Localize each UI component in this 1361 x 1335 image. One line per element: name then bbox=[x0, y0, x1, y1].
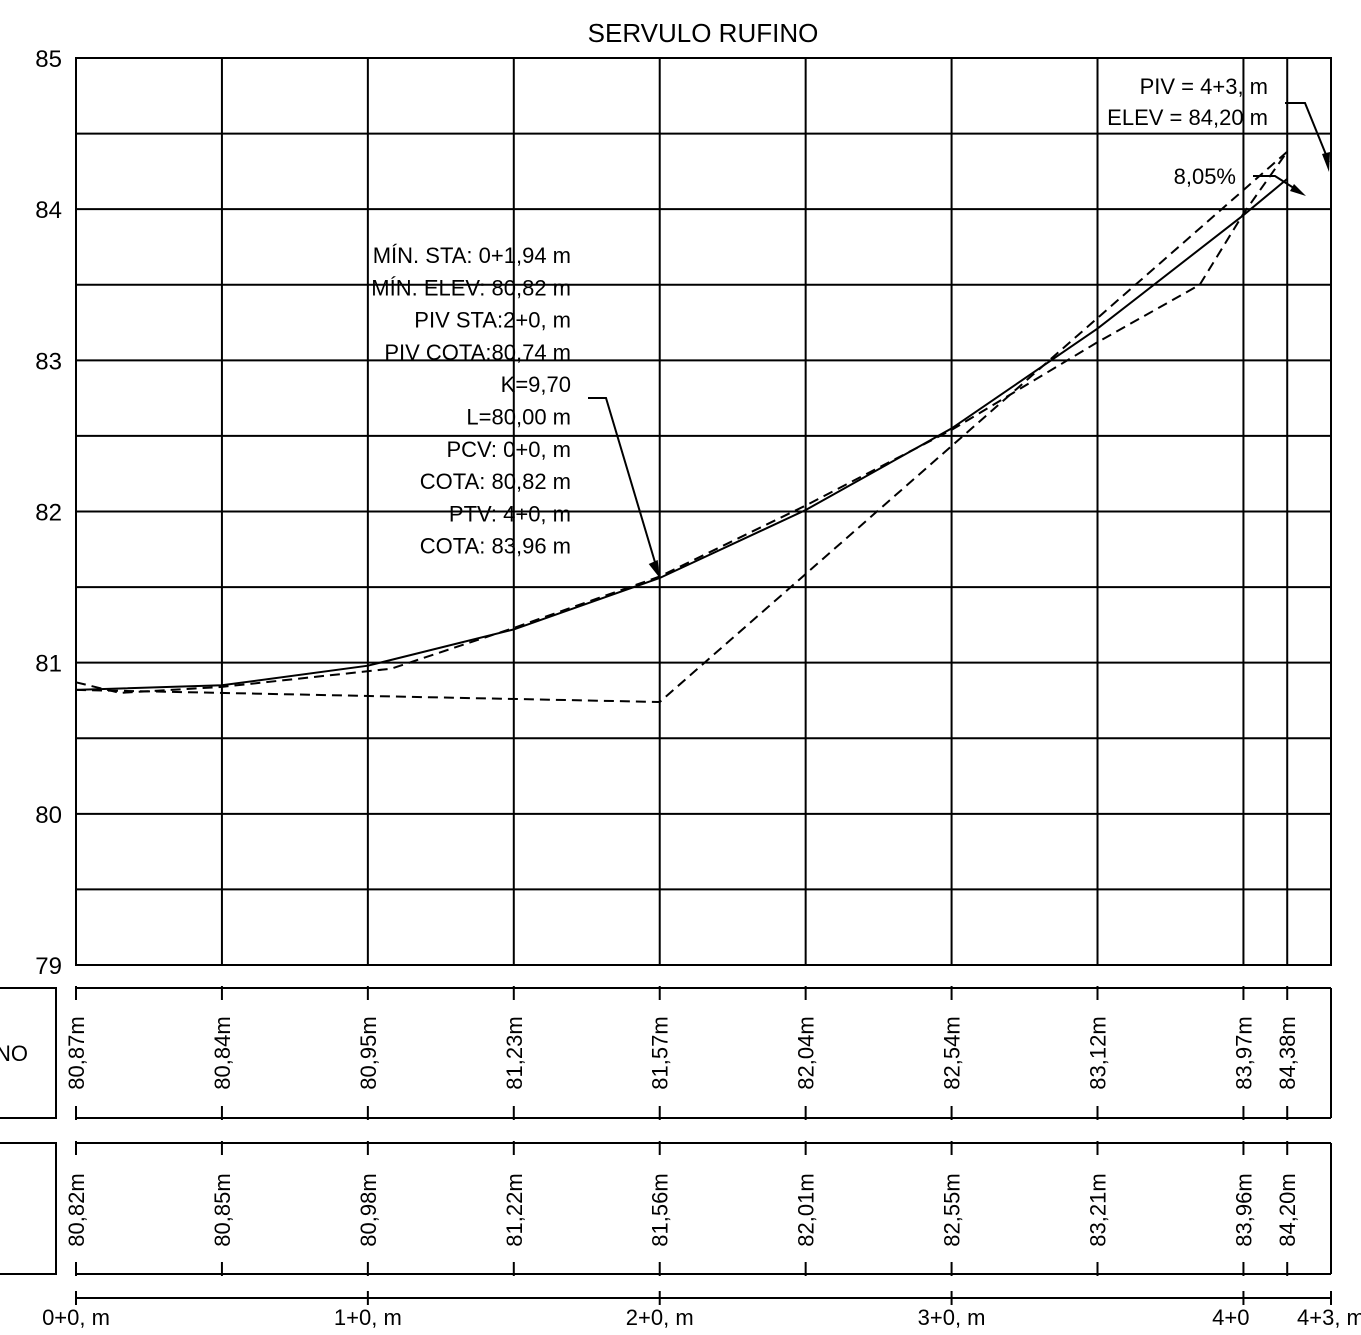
piv-end-annotation: PIV = 4+3, m bbox=[1140, 74, 1268, 99]
slope-label: 8,05% bbox=[1174, 164, 1236, 189]
band-value-label: 84,38m bbox=[1275, 1016, 1300, 1089]
piv-arrow-icon bbox=[1322, 152, 1330, 172]
station-axis: 0+0, m 1+0, m 2+0, m 3+0, m 4+0 4+3, m bbox=[42, 1291, 1361, 1330]
curve-annotation-line: MÍN. STA: 0+1,94 m bbox=[373, 243, 571, 268]
leader-line bbox=[588, 398, 657, 568]
y-axis-ticks: 79 80 81 82 83 84 85 bbox=[35, 46, 62, 980]
chart-title: SERVULO RUFINO bbox=[588, 18, 819, 48]
curve-annotation-line: MÍN. ELEV: 80,82 m bbox=[371, 275, 571, 300]
band-value-label: 81,22m bbox=[502, 1173, 527, 1246]
series-line-1 bbox=[76, 179, 1287, 690]
station-label: 4+0 bbox=[1212, 1305, 1249, 1330]
band-value-label: 83,12m bbox=[1086, 1016, 1111, 1089]
station-label: 2+0, m bbox=[626, 1305, 694, 1330]
band-value-label: 83,97m bbox=[1231, 1016, 1256, 1089]
band-value-label: 83,21m bbox=[1086, 1173, 1111, 1246]
station-label: 3+0, m bbox=[918, 1305, 986, 1330]
station-label: 0+0, m bbox=[42, 1305, 110, 1330]
piv-leader-line bbox=[1285, 103, 1329, 162]
band-value-label: 82,54m bbox=[940, 1016, 965, 1089]
series-group bbox=[76, 152, 1287, 702]
curve-annotation-line: PIV COTA:80,74 m bbox=[384, 340, 571, 365]
band-value-label: 80,84m bbox=[210, 1016, 235, 1089]
band-value-label: 80,82m bbox=[64, 1173, 89, 1246]
curve-annotation-line: L=80,00 m bbox=[466, 405, 571, 430]
curve-annotation-line: PCV: 0+0, m bbox=[446, 437, 571, 462]
curve-annotation-line: COTA: 80,82 m bbox=[420, 469, 571, 494]
y-tick-label: 79 bbox=[35, 953, 62, 980]
curve-annotation-line: PTV: 4+0, m bbox=[449, 501, 571, 526]
band-label-box bbox=[0, 1143, 56, 1274]
piv-end-annotation: ELEV = 84,20 m bbox=[1107, 105, 1268, 130]
grid bbox=[76, 58, 1331, 965]
y-tick-label: 82 bbox=[35, 500, 62, 527]
band-value-label: 80,98m bbox=[356, 1173, 381, 1246]
curve-annotation-line: K=9,70 bbox=[501, 372, 571, 397]
y-tick-label: 81 bbox=[35, 651, 62, 678]
band-value-label: 80,85m bbox=[210, 1173, 235, 1246]
curve-annotation-line: COTA: 83,96 m bbox=[420, 534, 571, 559]
leader-arrow-icon bbox=[649, 560, 660, 578]
series-line-3 bbox=[76, 152, 1287, 702]
band-value-label: 82,04m bbox=[794, 1016, 819, 1089]
y-tick-label: 80 bbox=[35, 802, 62, 829]
band-value-label: 84,20m bbox=[1275, 1173, 1300, 1246]
band-value-label: 81,23m bbox=[502, 1016, 527, 1089]
y-tick-label: 85 bbox=[35, 46, 62, 73]
slope-arrow-icon bbox=[1290, 184, 1306, 196]
y-tick-label: 84 bbox=[35, 197, 62, 224]
station-label: 1+0, m bbox=[334, 1305, 402, 1330]
band-value-label: 81,57m bbox=[648, 1016, 673, 1089]
y-tick-label: 83 bbox=[35, 348, 62, 375]
band-value-label: 80,95m bbox=[356, 1016, 381, 1089]
elevation-band-2: 80,82m 80,85m 80,98m 81,22m 81,56m 82,01m 82,5… bbox=[0, 1141, 1331, 1276]
band-value-label: 83,96m bbox=[1231, 1173, 1256, 1246]
elevation-band-1: NO 80,87m 80,84m 80,95m 81,23m 81,57m 82,04m 82… bbox=[0, 986, 1331, 1120]
band-value-label: 82,55m bbox=[940, 1173, 965, 1246]
band-row-label: NO bbox=[0, 1041, 28, 1066]
station-label: 4+3, m bbox=[1297, 1305, 1361, 1330]
series-line-2 bbox=[76, 152, 1287, 693]
band-value-label: 80,87m bbox=[64, 1016, 89, 1089]
band-value-label: 82,01m bbox=[794, 1173, 819, 1246]
annotations: MÍN. STA: 0+1,94 m MÍN. ELEV: 80,82 m PIV … bbox=[371, 74, 1330, 578]
band-value-label: 81,56m bbox=[648, 1173, 673, 1246]
curve-annotation-line: PIV STA:2+0, m bbox=[414, 308, 571, 333]
